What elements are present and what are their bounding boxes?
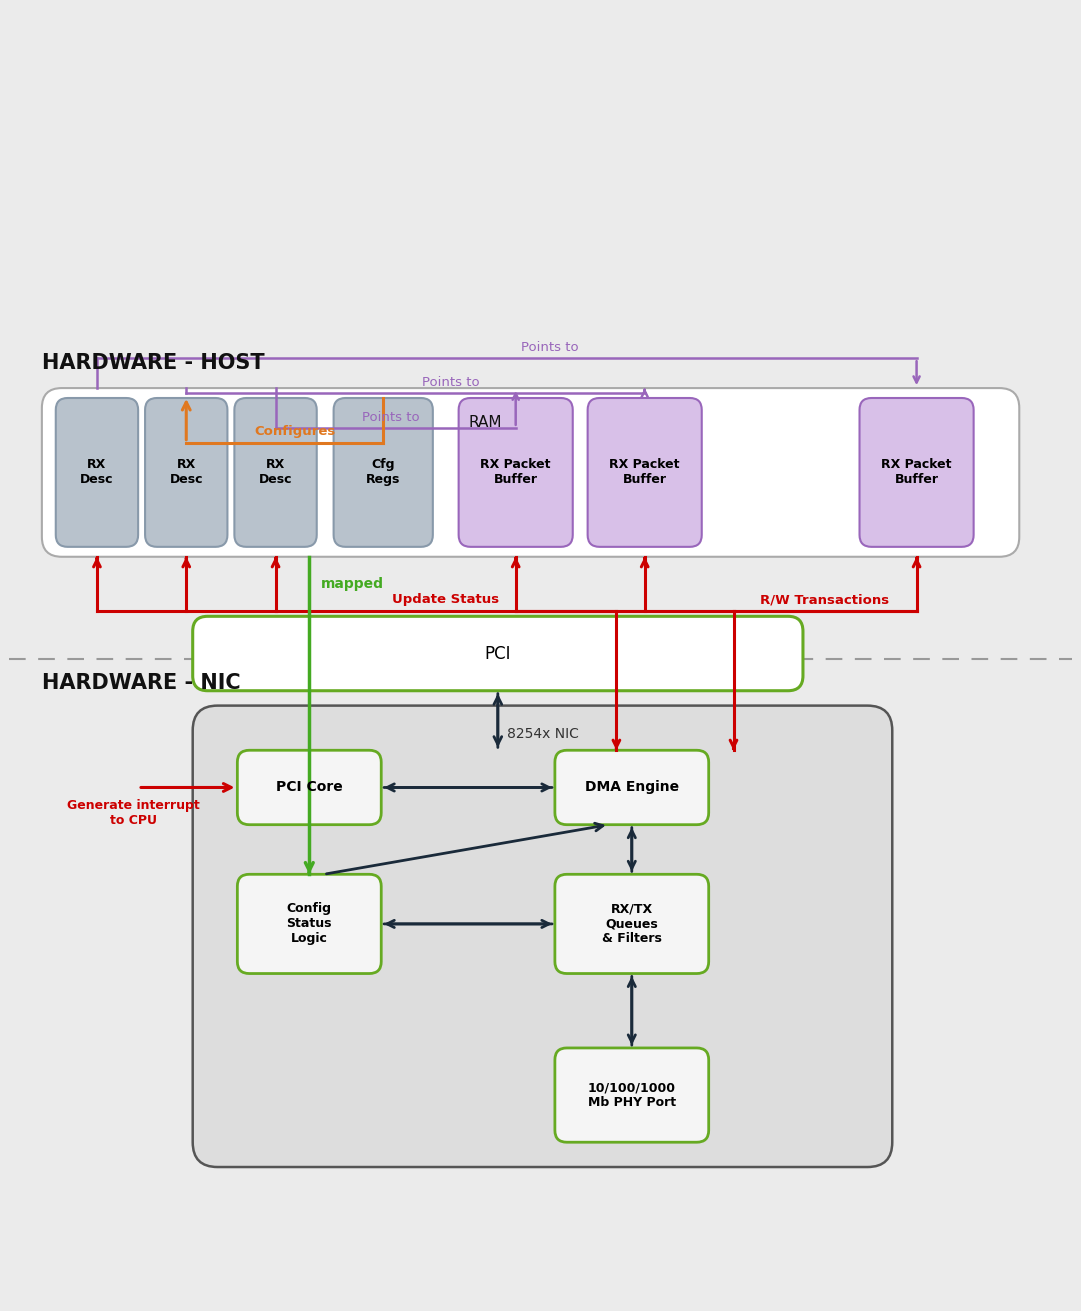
Text: HARDWARE - HOST: HARDWARE - HOST — [42, 354, 265, 374]
FancyBboxPatch shape — [145, 399, 227, 547]
Text: HARDWARE - NIC: HARDWARE - NIC — [42, 673, 240, 694]
FancyBboxPatch shape — [555, 874, 709, 974]
FancyBboxPatch shape — [238, 750, 382, 825]
Text: Points to: Points to — [521, 341, 578, 354]
Text: RX Packet
Buffer: RX Packet Buffer — [610, 459, 680, 486]
Text: mapped: mapped — [321, 578, 384, 591]
FancyBboxPatch shape — [235, 399, 317, 547]
FancyBboxPatch shape — [588, 399, 702, 547]
Text: Points to: Points to — [422, 376, 480, 389]
FancyBboxPatch shape — [192, 705, 892, 1167]
Text: PCI Core: PCI Core — [276, 780, 343, 794]
FancyBboxPatch shape — [42, 388, 1019, 557]
Text: Points to: Points to — [362, 410, 421, 423]
FancyBboxPatch shape — [56, 399, 138, 547]
FancyBboxPatch shape — [334, 399, 432, 547]
Text: Update Status: Update Status — [392, 594, 499, 607]
FancyBboxPatch shape — [192, 616, 803, 691]
Text: 8254x NIC: 8254x NIC — [507, 728, 578, 742]
FancyBboxPatch shape — [555, 750, 709, 825]
Text: R/W Transactions: R/W Transactions — [760, 594, 890, 607]
Text: Cfg
Regs: Cfg Regs — [366, 459, 400, 486]
Text: Generate interrupt
to CPU: Generate interrupt to CPU — [67, 800, 200, 827]
Text: RX
Desc: RX Desc — [80, 459, 114, 486]
Text: RX Packet
Buffer: RX Packet Buffer — [881, 459, 952, 486]
FancyBboxPatch shape — [238, 874, 382, 974]
FancyBboxPatch shape — [458, 399, 573, 547]
Text: RX Packet
Buffer: RX Packet Buffer — [480, 459, 551, 486]
Text: Config
Status
Logic: Config Status Logic — [286, 902, 332, 945]
Text: PCI: PCI — [484, 645, 511, 662]
FancyBboxPatch shape — [555, 1047, 709, 1142]
Text: RX/TX
Queues
& Filters: RX/TX Queues & Filters — [602, 902, 662, 945]
Text: RAM: RAM — [469, 416, 503, 430]
FancyBboxPatch shape — [859, 399, 974, 547]
Text: RX
Desc: RX Desc — [258, 459, 292, 486]
Text: 10/100/1000
Mb PHY Port: 10/100/1000 Mb PHY Port — [588, 1082, 676, 1109]
Text: Configures: Configures — [254, 425, 335, 438]
Text: DMA Engine: DMA Engine — [585, 780, 679, 794]
Text: RX
Desc: RX Desc — [170, 459, 203, 486]
